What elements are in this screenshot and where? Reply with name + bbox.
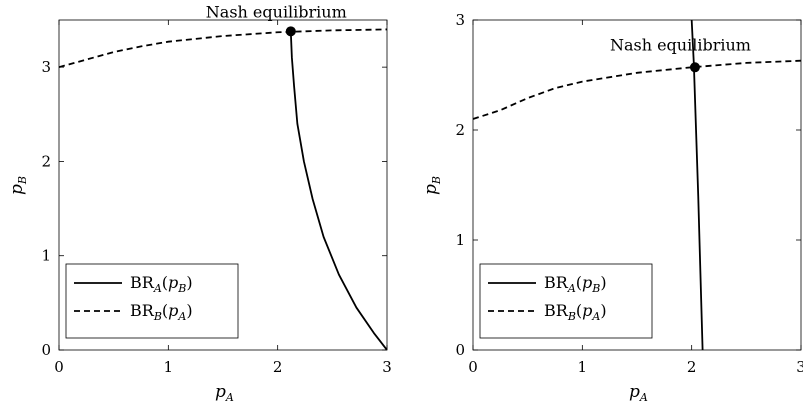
series-group [473, 20, 801, 350]
x-tick-label: 1 [164, 358, 174, 376]
y-axis-label: pB [421, 176, 443, 195]
plot-frame [472, 19, 802, 351]
series-line-br-b [473, 59, 801, 120]
x-tick-label: 2 [687, 358, 697, 376]
y-tick-label: 3 [41, 58, 51, 76]
series-group [59, 28, 387, 350]
series-line-br-b [59, 28, 387, 69]
chart-panel-2: 0 1 2 3 0 1 2 3 pA pB Nash equilibrium BRA(pB) BRB(p… [421, 11, 803, 404]
legend-label: BRB(pA) [544, 301, 607, 323]
x-tick-label: 0 [54, 358, 64, 376]
y-axis-label-group: pB [421, 176, 443, 195]
legend-label: BRB(pA) [130, 301, 193, 323]
series-line-br-a [690, 20, 704, 350]
y-tick-label: 1 [41, 247, 51, 265]
nash-equilibrium-label: Nash equilibrium [206, 2, 347, 21]
x-tick-label: 2 [273, 358, 283, 376]
x-tick-label: 0 [468, 358, 478, 376]
legend-label: BRA(pB) [544, 273, 607, 295]
legend-box [479, 263, 653, 339]
y-tick-label: 2 [41, 152, 51, 170]
x-tick-label: 3 [796, 358, 803, 376]
legend-box [65, 263, 239, 339]
legend-label: BRA(pB) [130, 273, 193, 295]
x-tick-label: 3 [382, 358, 392, 376]
series-line-br-a [289, 31, 387, 350]
nash-equilibrium-point [285, 26, 296, 37]
nash-equilibrium-label: Nash equilibrium [610, 35, 751, 54]
y-tick-label: 3 [455, 11, 465, 29]
x-axis-label: pA [215, 382, 234, 404]
x-axis-label: pA [629, 382, 648, 404]
nash-equilibrium-point [689, 62, 700, 73]
plot-frame [58, 19, 388, 351]
y-tick-label: 1 [455, 231, 465, 249]
chart-panel-1: 0 1 2 3 0 1 2 3 pA pB Nash equilibrium BRA(pB) BRB(p… [7, 2, 392, 404]
y-tick-label: 0 [455, 341, 465, 359]
x-tick-label: 1 [578, 358, 588, 376]
y-tick-label: 0 [41, 341, 51, 359]
y-axis-label-group: pB [7, 176, 29, 195]
y-axis-label: pB [7, 176, 29, 195]
y-tick-label: 2 [455, 121, 465, 139]
